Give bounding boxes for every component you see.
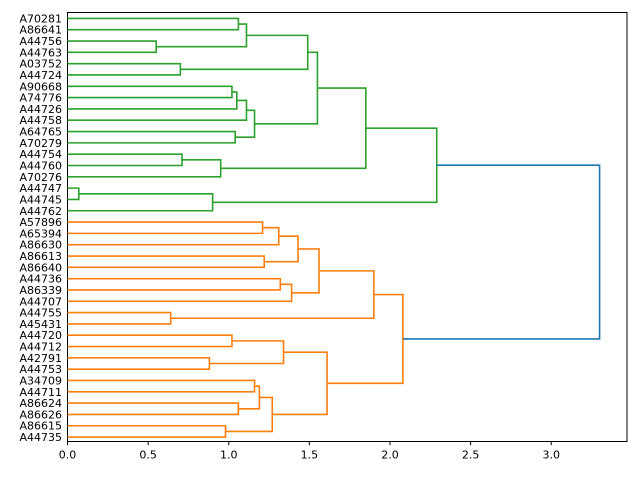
leaf-label: A86640 — [19, 261, 62, 274]
x-tick-label: 2.0 — [381, 449, 399, 462]
x-tick-label: 1.5 — [301, 449, 319, 462]
x-tick-label: 3.0 — [542, 449, 560, 462]
x-tick-label: 0.0 — [59, 449, 77, 462]
leaf-label: A64765 — [19, 126, 62, 139]
leaf-label: A44760 — [19, 159, 62, 172]
leaf-label: A44724 — [19, 69, 62, 82]
leaf-label: A86624 — [19, 397, 62, 410]
x-tick-label: 1.0 — [220, 449, 238, 462]
leaf-label: A86641 — [19, 24, 62, 37]
leaf-label: A44758 — [19, 114, 62, 127]
leaf-label: A44763 — [19, 46, 62, 59]
leaf-labels: A70281A86641A44756A44763A03752A44724A906… — [19, 12, 62, 444]
leaf-label: A44756 — [19, 35, 62, 48]
dendrogram-link — [402, 164, 601, 340]
x-tick-label: 2.5 — [462, 449, 480, 462]
leaf-label: A65394 — [19, 227, 62, 240]
leaf-label: A90668 — [19, 80, 62, 93]
leaf-label: A44754 — [19, 148, 62, 161]
leaf-label: A34709 — [19, 374, 62, 387]
leaf-label: A86613 — [19, 250, 62, 263]
leaf-label: A57896 — [19, 216, 62, 229]
leaf-label: A70281 — [19, 12, 62, 25]
leaf-label: A44707 — [19, 295, 62, 308]
leaf-label: A44755 — [19, 307, 62, 320]
cluster-links — [67, 17, 601, 438]
leaf-label: A86615 — [19, 420, 62, 433]
leaf-label: A44745 — [19, 193, 62, 206]
leaf-label: A44753 — [19, 363, 62, 376]
leaf-label: A44762 — [19, 205, 62, 218]
leaf-label: A70276 — [19, 171, 62, 184]
leaf-label: A86339 — [19, 284, 62, 297]
leaf-label: A44736 — [19, 273, 62, 286]
leaf-label: A44747 — [19, 182, 62, 195]
leaf-label: A42791 — [19, 352, 62, 365]
leaf-label: A44735 — [19, 431, 62, 444]
x-tick-label: 0.5 — [139, 449, 157, 462]
leaf-label: A44726 — [19, 103, 62, 116]
leaf-label: A70279 — [19, 137, 62, 150]
leaf-label: A74776 — [19, 92, 62, 105]
leaf-label: A45431 — [19, 318, 62, 331]
leaf-label: A86630 — [19, 239, 62, 252]
leaf-label: A44720 — [19, 329, 62, 342]
leaf-label: A86626 — [19, 408, 62, 421]
leaf-label: A03752 — [19, 58, 62, 71]
leaf-label: A44712 — [19, 341, 62, 354]
axes-frame — [67, 12, 628, 442]
leaf-label: A44711 — [19, 386, 62, 399]
x-axis: 0.0 0.5 1.0 1.5 2.0 2.5 3.0 — [59, 441, 560, 462]
